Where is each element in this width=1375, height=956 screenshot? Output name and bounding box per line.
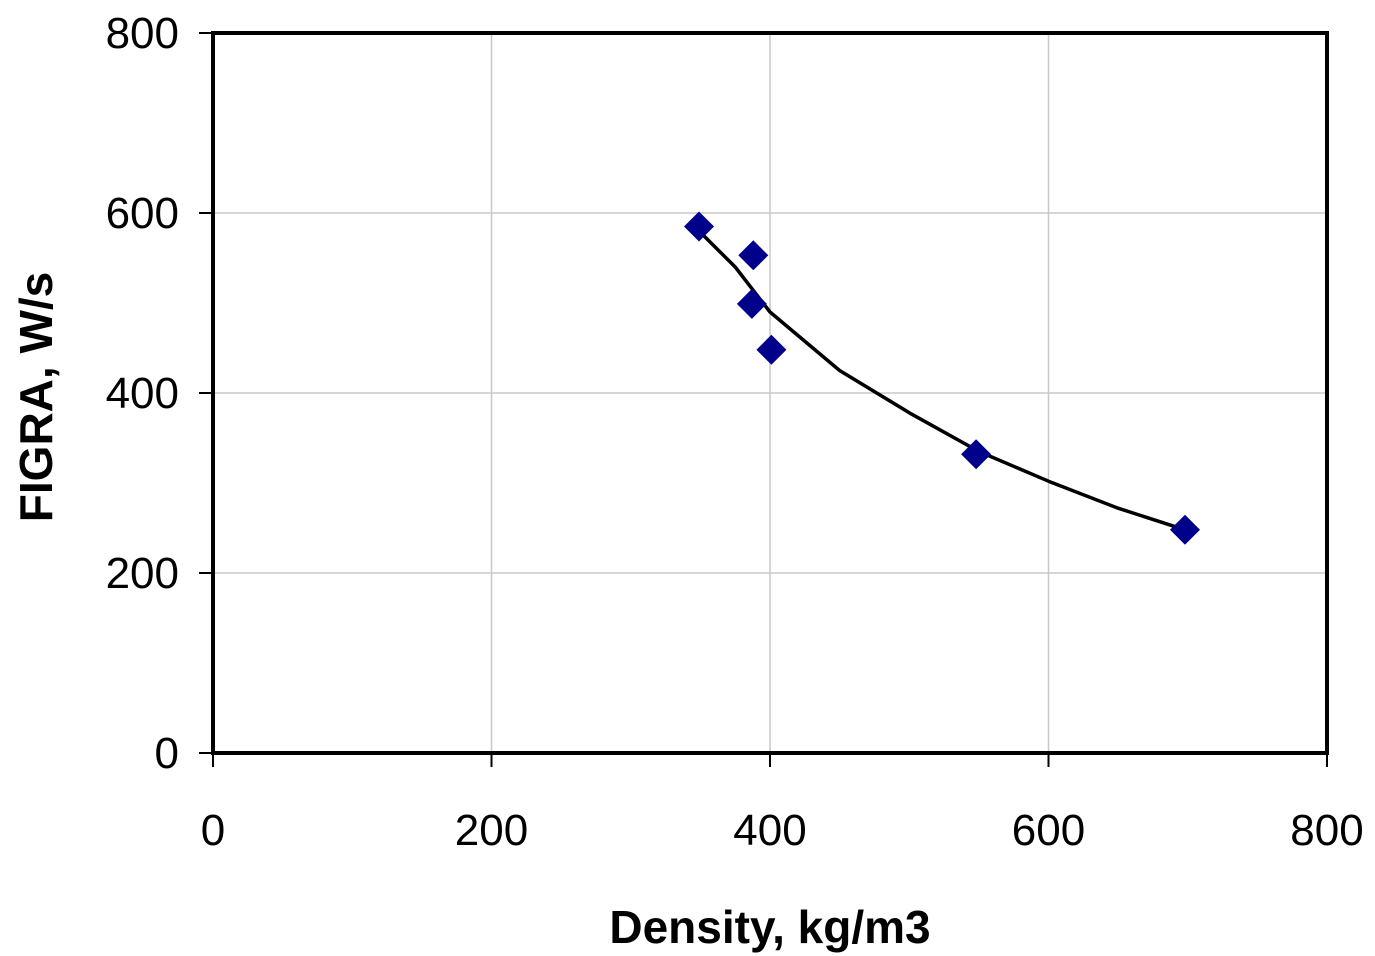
- y-tick-label: 200: [106, 549, 179, 598]
- data-point-diamond: [684, 211, 714, 242]
- x-tick-label: 400: [733, 806, 806, 855]
- data-points: [684, 211, 1200, 545]
- y-axis-ticks: 0 200 400 600 800: [106, 9, 213, 778]
- y-tick-label: 600: [106, 189, 179, 238]
- data-point-diamond: [738, 240, 769, 271]
- data-point-diamond: [756, 334, 787, 365]
- x-axis-title: Density, kg/m3: [609, 901, 930, 953]
- y-axis-title: FIGRA, W/s: [10, 272, 62, 522]
- data-point-diamond: [1170, 514, 1200, 545]
- grid: [213, 33, 1327, 753]
- x-tick-label: 0: [201, 806, 225, 855]
- x-tick-label: 600: [1012, 806, 1085, 855]
- y-tick-label: 800: [106, 9, 179, 58]
- x-tick-label: 200: [455, 806, 528, 855]
- y-tick-label: 400: [106, 369, 179, 418]
- y-tick-label: 0: [155, 729, 179, 778]
- trendline-path: [697, 229, 1187, 532]
- x-tick-label: 800: [1290, 806, 1363, 855]
- x-axis-ticks: 0 200 400 600 800: [201, 753, 1364, 855]
- trendline: [697, 229, 1187, 532]
- data-point-diamond: [736, 288, 767, 319]
- data-point-diamond: [961, 439, 992, 470]
